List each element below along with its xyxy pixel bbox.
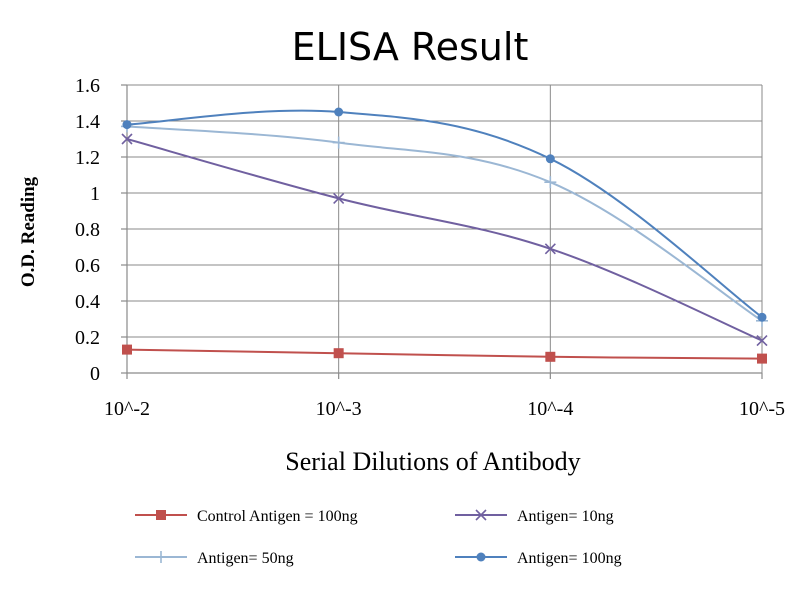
data-point bbox=[333, 192, 345, 204]
series-line bbox=[126, 125, 763, 322]
series-3 bbox=[122, 107, 767, 322]
data-point bbox=[334, 107, 344, 117]
y-tick-label: 0.2 bbox=[75, 327, 100, 349]
data-point bbox=[333, 348, 344, 359]
legend-label: Antigen= 50ng bbox=[197, 550, 294, 567]
legend-label: Control Antigen = 100ng bbox=[197, 508, 358, 525]
data-point bbox=[121, 133, 133, 145]
legend-label: Antigen= 100ng bbox=[517, 550, 622, 567]
y-tick-label: 1.2 bbox=[75, 147, 100, 169]
data-point bbox=[122, 344, 132, 355]
legend-item: Antigen= 50ng bbox=[135, 550, 294, 567]
legend-marker bbox=[475, 509, 487, 521]
y-tick-label: 0.6 bbox=[75, 255, 100, 277]
y-tick-label: 0.4 bbox=[75, 291, 100, 313]
legend-marker bbox=[156, 510, 166, 520]
data-point bbox=[545, 154, 555, 164]
data-point bbox=[122, 120, 132, 130]
y-tick-label: 0 bbox=[90, 363, 100, 385]
data-point bbox=[757, 312, 767, 322]
tick-labels: 0 0.2 0.4 0.6 0.8 1 1.2 1.4 1.6 10^-2 10^-3 10^-4 10… bbox=[75, 75, 785, 420]
grid-lines bbox=[127, 84, 763, 373]
x-tick-label: 10^-3 bbox=[316, 398, 362, 420]
x-tick-label: 10^-2 bbox=[104, 398, 150, 420]
legend: Control Antigen = 100ng Antigen= 10ng Anti… bbox=[135, 508, 622, 567]
y-tick-label: 0.8 bbox=[75, 219, 100, 241]
x-tick-label: 10^-5 bbox=[739, 398, 785, 420]
legend-marker bbox=[155, 551, 167, 563]
data-point bbox=[757, 353, 767, 364]
x-tick-label: 10^-4 bbox=[527, 398, 573, 420]
legend-item: Control Antigen = 100ng bbox=[135, 508, 358, 525]
series-2 bbox=[121, 120, 768, 327]
series-lines bbox=[121, 107, 768, 364]
y-tick-label: 1.6 bbox=[75, 75, 100, 97]
chart-title: ELISA Result bbox=[292, 25, 529, 69]
axes bbox=[121, 84, 763, 379]
data-point bbox=[545, 351, 556, 362]
data-point bbox=[544, 243, 556, 255]
series-0 bbox=[122, 344, 767, 364]
y-tick-label: 1.4 bbox=[75, 111, 100, 133]
legend-marker bbox=[476, 552, 486, 562]
legend-item: Antigen= 100ng bbox=[455, 550, 622, 567]
data-point bbox=[544, 176, 557, 189]
y-axis-title: O.D. Reading bbox=[18, 176, 39, 287]
series-line bbox=[126, 138, 763, 342]
data-point bbox=[756, 335, 768, 347]
data-point bbox=[332, 136, 345, 149]
x-axis-title: Serial Dilutions of Antibody bbox=[285, 447, 580, 476]
legend-item: Antigen= 10ng bbox=[455, 508, 614, 525]
y-tick-label: 1 bbox=[90, 183, 100, 205]
legend-label: Antigen= 10ng bbox=[517, 508, 614, 525]
series-line bbox=[126, 348, 763, 360]
series-1 bbox=[121, 133, 768, 347]
series-line bbox=[126, 109, 763, 319]
